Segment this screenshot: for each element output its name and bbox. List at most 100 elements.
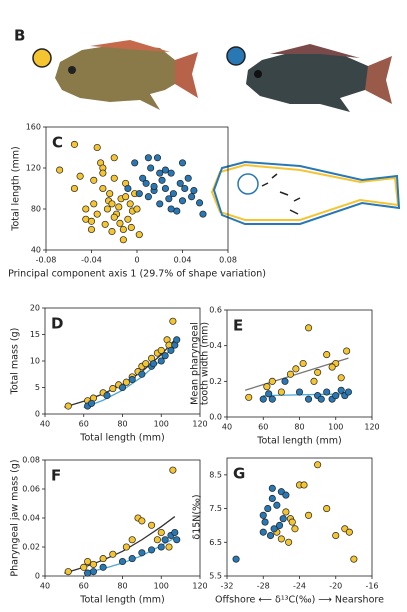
point (317, 395, 325, 403)
x-tick-label: 80 (117, 420, 127, 429)
x-tick-label: 60 (258, 423, 268, 432)
x-tick-label: 0 (134, 256, 139, 265)
point (142, 179, 150, 187)
point (150, 182, 158, 191)
point (99, 555, 107, 563)
point (161, 184, 169, 193)
point (116, 219, 124, 227)
x-axis-label: Principal component axis 1 (29.7% of sha… (8, 269, 266, 280)
y-tick-label: 0.02 (22, 543, 40, 552)
point (99, 184, 107, 193)
point (148, 546, 156, 554)
point (167, 205, 175, 213)
point (84, 557, 92, 566)
panel-letter: D (51, 315, 63, 333)
point (169, 190, 177, 198)
point (138, 549, 146, 557)
axes-frame (44, 307, 201, 415)
point (90, 176, 98, 184)
x-axis-label: Total length (mm) (79, 433, 164, 444)
point (165, 543, 173, 551)
panel-letter: E (233, 317, 243, 335)
point (288, 518, 296, 526)
point (285, 538, 293, 546)
y-tick-label: 6.5 (209, 538, 222, 547)
point (190, 187, 198, 195)
point (323, 388, 331, 396)
point (157, 543, 165, 551)
point (157, 357, 165, 365)
point (133, 205, 141, 213)
x-tick-label: 60 (79, 420, 89, 429)
point (188, 193, 196, 201)
point (106, 190, 114, 198)
point (122, 543, 130, 551)
x-tick-label: 100 (154, 420, 169, 429)
point (87, 399, 96, 407)
point (178, 197, 187, 205)
point (135, 231, 143, 239)
y-tick-label: 0.4 (209, 341, 222, 350)
point (165, 195, 173, 203)
point (142, 360, 150, 368)
point (292, 365, 300, 373)
y-axis-label: δ15N(‰) (192, 494, 203, 539)
x-tick-label: 120 (364, 423, 379, 432)
point (128, 536, 136, 544)
x-tick-label: 0.04 (174, 256, 192, 265)
point (144, 154, 152, 162)
point (300, 481, 308, 489)
point (270, 525, 278, 533)
y-tick-label: 0 (35, 410, 40, 419)
point (115, 203, 123, 211)
blue-marker (226, 46, 246, 66)
x-tick-label: 40 (40, 420, 50, 429)
y-tick-label: 10 (30, 357, 40, 366)
point (82, 205, 90, 213)
point (56, 166, 64, 174)
point (268, 494, 276, 503)
x-tick-label: 40 (40, 582, 50, 591)
point (128, 375, 136, 384)
x-tick-label: -24 (293, 582, 306, 591)
x-tick-label: 120 (192, 420, 207, 429)
point (286, 370, 294, 378)
point (76, 172, 84, 180)
point (64, 568, 72, 576)
y-tick-label: 0.08 (22, 456, 40, 465)
point (122, 378, 130, 386)
point (110, 174, 118, 182)
point (87, 225, 96, 234)
point (279, 515, 287, 523)
point (147, 164, 155, 172)
point (99, 169, 107, 177)
point (350, 555, 358, 563)
y-axis-label: Pharyngeal jaw mass (g) (10, 459, 21, 576)
point (314, 368, 322, 376)
x-axis-label: Total length (mm) (79, 595, 164, 606)
point (156, 169, 164, 177)
y-tick-label: 0.0 (209, 413, 222, 422)
y-tick-label: 20 (30, 304, 40, 313)
point (259, 511, 267, 519)
point (161, 166, 169, 174)
y-tick-label: 0.6 (209, 306, 222, 315)
yellow-fish (55, 40, 198, 110)
point (259, 395, 267, 403)
point (89, 560, 97, 568)
x-axis-label: Offshore ⟵ δ¹³C(‰) ⟶ Nearshore (215, 595, 384, 606)
point (157, 528, 165, 537)
point (148, 521, 156, 529)
point (178, 159, 187, 167)
y-tick-label: 15 (30, 330, 40, 339)
y-axis-label: tooth width (mm) (200, 322, 211, 405)
point (314, 461, 322, 469)
x-tick-label: -20 (329, 582, 342, 591)
point (103, 205, 111, 213)
point (264, 505, 272, 513)
point (259, 528, 267, 536)
point (277, 535, 285, 543)
point (149, 360, 158, 368)
point (108, 228, 116, 236)
